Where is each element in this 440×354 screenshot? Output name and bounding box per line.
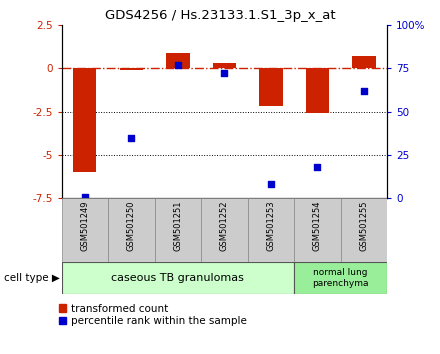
Bar	[73, 68, 96, 172]
Point	[268, 182, 275, 187]
Point	[81, 195, 88, 200]
Bar	[166, 52, 190, 68]
Point	[128, 135, 135, 140]
Legend: transformed count, percentile rank within the sample: transformed count, percentile rank withi…	[58, 303, 247, 327]
Text: caseous TB granulomas: caseous TB granulomas	[111, 273, 244, 283]
Text: GSM501252: GSM501252	[220, 200, 229, 251]
Text: GSM501255: GSM501255	[359, 200, 368, 251]
Text: cell type ▶: cell type ▶	[4, 273, 60, 283]
Bar	[213, 63, 236, 68]
Text: normal lung
parenchyma: normal lung parenchyma	[312, 268, 369, 287]
Bar	[248, 198, 294, 262]
Text: GSM501251: GSM501251	[173, 200, 183, 251]
Bar	[154, 198, 201, 262]
Bar	[120, 68, 143, 70]
Bar	[201, 198, 248, 262]
Bar	[306, 68, 329, 113]
Bar	[294, 198, 341, 262]
Text: GSM501254: GSM501254	[313, 200, 322, 251]
Text: GDS4256 / Hs.23133.1.S1_3p_x_at: GDS4256 / Hs.23133.1.S1_3p_x_at	[105, 9, 335, 22]
Text: GSM501249: GSM501249	[81, 200, 89, 251]
Bar	[259, 68, 282, 106]
Point	[360, 88, 367, 93]
Bar	[341, 198, 387, 262]
Bar	[62, 262, 294, 294]
Point	[221, 70, 228, 76]
Text: GSM501253: GSM501253	[266, 200, 275, 251]
Point	[174, 62, 181, 68]
Bar	[62, 198, 108, 262]
Point	[314, 164, 321, 170]
Text: GSM501250: GSM501250	[127, 200, 136, 251]
Bar	[108, 198, 154, 262]
Bar	[352, 56, 376, 68]
Bar	[294, 262, 387, 294]
